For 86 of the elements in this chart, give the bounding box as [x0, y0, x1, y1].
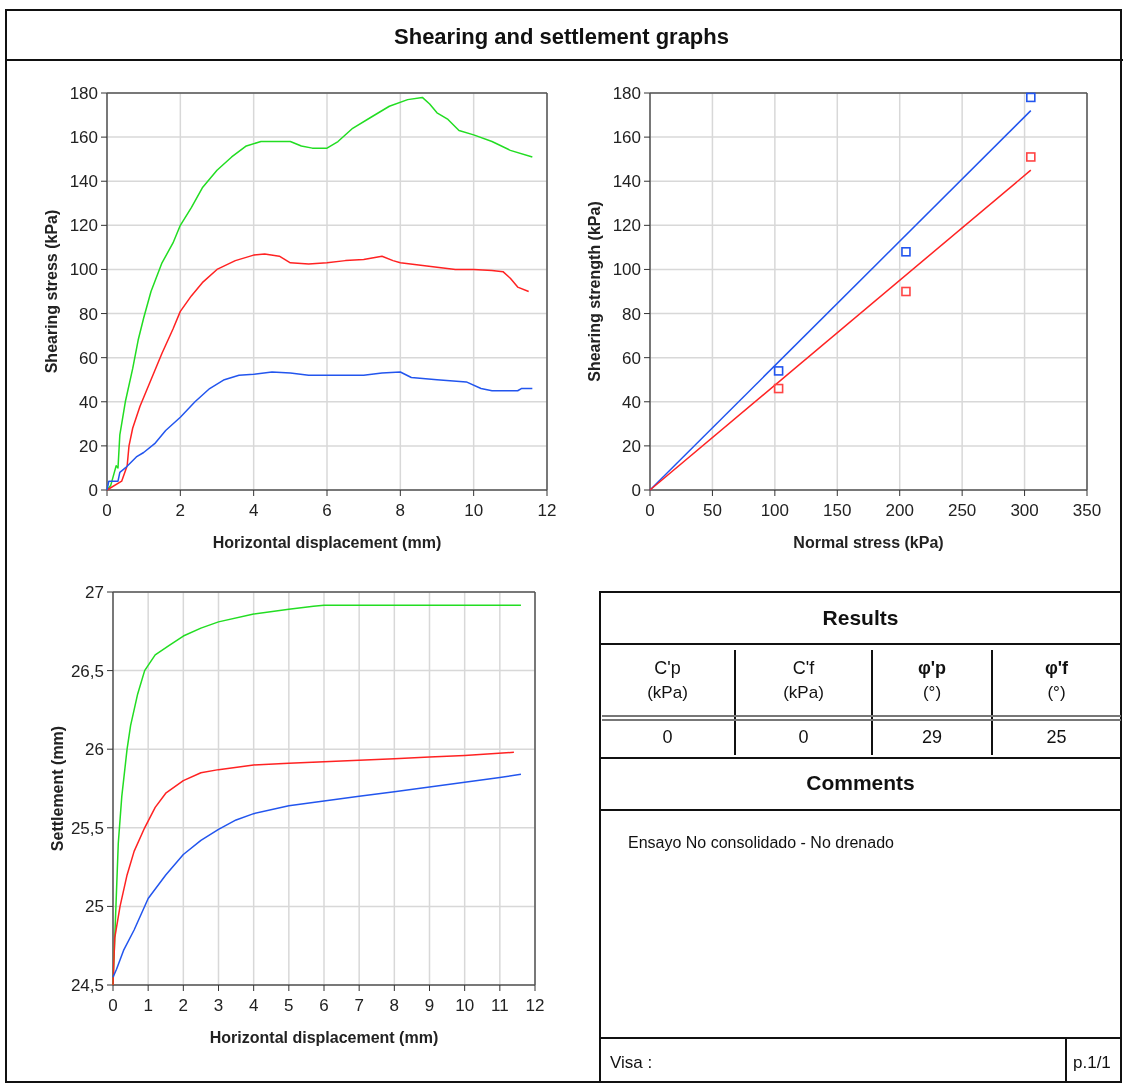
text: C'p	[654, 658, 681, 678]
x-tick-label: 2	[178, 996, 189, 1015]
y-tick-label: 24,5	[70, 976, 104, 995]
y-tick-label: 120	[612, 216, 641, 236]
chart-title: Shearing and settlement graphs	[394, 24, 729, 49]
point	[901, 247, 911, 257]
y-tick-label: 40	[79, 392, 98, 412]
y-tick-label: 80	[79, 304, 98, 324]
text: Visa :	[610, 1053, 653, 1072]
x-tick-label: 300	[1010, 501, 1039, 520]
y-tick-label: 160	[612, 128, 641, 148]
text: 25	[1046, 727, 1067, 747]
x-tick-label: 4	[248, 501, 259, 520]
y-tick-label: 100	[612, 260, 641, 280]
line-series	[106, 253, 530, 491]
y-tick-label: 60	[622, 348, 641, 368]
text: 0	[662, 727, 673, 747]
y-tick-label: 180	[612, 84, 641, 103]
point	[773, 383, 784, 394]
y-tick-label: 140	[69, 172, 98, 192]
y-tick-label: 27	[85, 583, 104, 602]
text: p.1/1	[1073, 1053, 1111, 1072]
point	[901, 286, 911, 297]
y-tick-label: 26,5	[70, 661, 104, 681]
text: φ'f	[1044, 658, 1070, 678]
text: (kPa)	[783, 683, 824, 702]
x-tick-label: 350	[1072, 501, 1102, 520]
y-tick-label: 26	[85, 740, 104, 760]
x-tick-label: 10	[455, 996, 475, 1015]
y-tick-label: 100	[69, 260, 98, 280]
x-tick-label: 12	[537, 501, 557, 520]
text: C'f	[792, 658, 816, 678]
y-tick-label: 40	[622, 392, 641, 412]
line-series	[106, 96, 534, 491]
y-tick-label: 0	[88, 481, 98, 500]
x-tick-label: 10	[464, 501, 484, 520]
x-tick-label: 1	[143, 996, 153, 1015]
x-tick-label: 9	[424, 996, 435, 1015]
y-axis-title: Settlement (mm)	[49, 725, 66, 852]
y-tick-label: 25	[85, 897, 104, 917]
x-tick-label: 100	[760, 501, 790, 520]
x-tick-label: 3	[213, 996, 224, 1015]
x-tick-label: 0	[108, 996, 118, 1015]
x-tick-label: 50	[702, 501, 722, 520]
x-tick-label: 12	[525, 996, 545, 1015]
text: Results	[822, 606, 899, 629]
x-tick-label: 2	[175, 501, 186, 520]
x-tick-label: 11	[491, 996, 509, 1015]
x-tick-label: 8	[389, 996, 400, 1015]
x-tick-label: 5	[284, 996, 294, 1015]
y-tick-label: 20	[79, 436, 98, 456]
text: (kPa)	[647, 683, 688, 702]
text: Ensayo No consolidado - No drenado	[628, 834, 895, 851]
y-tick-label: 25,5	[70, 818, 104, 838]
point	[773, 366, 784, 376]
y-tick-label: 120	[69, 216, 98, 236]
x-tick-label: 6	[322, 501, 332, 520]
x-tick-label: 8	[395, 501, 406, 520]
text: φ'p	[917, 658, 947, 678]
y-tick-label: 0	[631, 481, 641, 500]
y-tick-label: 180	[69, 84, 98, 103]
x-tick-label: 200	[885, 501, 914, 520]
y-tick-label: 80	[622, 304, 641, 324]
text: (°)	[1047, 683, 1066, 702]
point	[1026, 152, 1036, 162]
x-tick-label: 250	[947, 501, 977, 520]
x-axis-title: Horizontal displacement (mm)	[209, 1029, 439, 1046]
y-tick-label: 20	[622, 436, 641, 456]
x-tick-label: 6	[319, 996, 329, 1015]
y-tick-label: 60	[79, 348, 98, 368]
x-tick-label: 4	[248, 996, 259, 1015]
x-tick-label: 7	[354, 996, 364, 1015]
line-series	[106, 371, 534, 491]
text: Comments	[806, 771, 915, 794]
text: 0	[798, 727, 809, 747]
y-tick-label: 140	[612, 172, 641, 192]
x-axis-title: Horizontal displacement (mm)	[212, 534, 442, 551]
y-tick-label: 160	[69, 128, 98, 148]
text: (°)	[922, 683, 942, 702]
y-axis-title: Shearing strength (kPa)	[586, 201, 603, 382]
y-axis-title: Shearing stress (kPa)	[43, 209, 60, 374]
x-axis-title: Normal stress (kPa)	[793, 534, 944, 551]
point	[1026, 92, 1036, 103]
x-tick-label: 0	[645, 501, 655, 520]
x-tick-label: 150	[823, 501, 852, 520]
text: 29	[921, 727, 943, 747]
